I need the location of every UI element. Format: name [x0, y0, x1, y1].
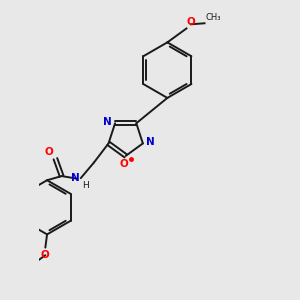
Text: N: N [103, 117, 112, 127]
Text: O: O [40, 250, 49, 260]
Text: H: H [82, 181, 89, 190]
Text: O: O [45, 147, 54, 157]
Text: O: O [187, 17, 196, 27]
Text: N: N [146, 137, 155, 147]
Text: N: N [70, 173, 80, 183]
Text: CH₃: CH₃ [206, 13, 221, 22]
Text: O: O [120, 159, 129, 170]
